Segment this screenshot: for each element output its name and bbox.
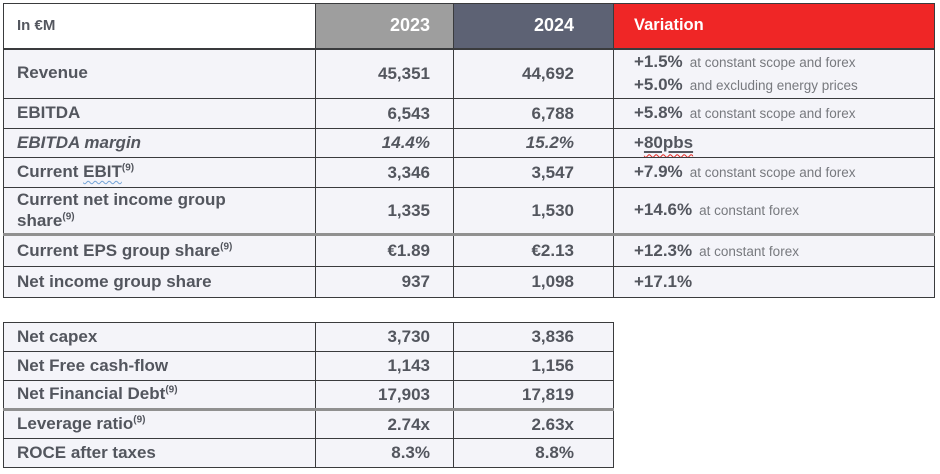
value-2023: 2.74x	[315, 408, 454, 439]
variation-cell: +80pbs	[613, 128, 935, 158]
metric-label: Net Financial Debt(9)	[3, 380, 316, 410]
table-row-net-income-group-share: Net income group share 937 1,098 +17.1%	[3, 266, 935, 299]
spellcheck-squiggle: 80pbs	[643, 132, 694, 152]
metric-label: Net income group share	[3, 266, 316, 299]
variation-cell: +12.3% at constant forex	[613, 233, 935, 268]
value-2024: €2.13	[453, 233, 614, 268]
unit-header: In €M	[3, 3, 316, 50]
variation-note: at constant scope and forex	[689, 165, 856, 180]
variation-value: +17.1%	[634, 271, 693, 291]
value-2024: 1,530	[453, 186, 614, 236]
variation-line: +14.6% at constant forex	[634, 199, 933, 222]
metric-label: ROCE after taxes	[3, 438, 316, 468]
underlined-text: 80pbs	[644, 133, 693, 152]
table-row-net-financial-debt: Net Financial Debt(9) 17,903 17,819	[3, 380, 614, 410]
footnote-ref: (9)	[165, 384, 178, 396]
value-2023: 1,335	[315, 186, 454, 236]
year-2023-header: 2023	[315, 3, 454, 50]
variation-cell: +1.5% at constant scope and forex +5.0% an…	[613, 48, 935, 99]
table-row-leverage-ratio: Leverage ratio(9) 2.74x 2.63x	[3, 408, 614, 439]
variation-value: +5.8%	[634, 103, 683, 122]
value-2024: 8.8%	[453, 438, 614, 468]
footnote-ref: (9)	[121, 162, 135, 174]
label-line1: Current net income group	[17, 190, 226, 209]
table-row-net-capex: Net capex 3,730 3,836	[3, 322, 614, 352]
variation-value: +5.0%	[634, 74, 683, 94]
variation-value: +80pbs	[634, 133, 693, 152]
variation-header: Variation	[613, 3, 935, 50]
metric-label: Leverage ratio(9)	[3, 408, 316, 439]
grammar-squiggle: EBIT	[83, 162, 122, 182]
value-2023: 14.4%	[315, 128, 454, 158]
value-2024: 6,788	[453, 98, 614, 129]
variation-note: at constant forex	[699, 243, 799, 259]
value-2023: 3,730	[315, 322, 454, 352]
variation-line: +80pbs	[634, 132, 933, 155]
variation-note: at constant forex	[699, 203, 799, 219]
table-row-current-ebit: Current EBIT(9) 3,346 3,547 +7.9% at cons…	[3, 157, 935, 188]
variation-cell: +17.1%	[613, 266, 935, 299]
variation-value: +14.6%	[634, 200, 693, 220]
variation-line: +1.5% at constant scope and forex	[634, 51, 933, 74]
footnote-ref: (9)	[62, 211, 75, 223]
value-2024: 3,547	[453, 157, 614, 188]
footnote-ref: (9)	[133, 414, 146, 426]
value-2024: 3,836	[453, 322, 614, 352]
value-2024: 1,098	[453, 266, 614, 299]
table-row-net-free-cash-flow: Net Free cash-flow 1,143 1,156	[3, 351, 614, 381]
metric-label: Revenue	[3, 48, 316, 99]
metric-label: Net capex	[3, 322, 316, 352]
value-2024: 44,692	[453, 48, 614, 99]
table-row-current-eps: Current EPS group share(9) €1.89 €2.13 +…	[3, 233, 935, 268]
metric-label: EBITDA	[3, 98, 316, 129]
variation-plus-sign: +	[634, 132, 644, 152]
metric-label: EBITDA margin	[3, 128, 316, 158]
value-2023: 3,346	[315, 157, 454, 188]
variation-value: +1.5%	[634, 51, 683, 71]
value-2023: €1.89	[315, 233, 454, 268]
value-2023: 8.3%	[315, 438, 454, 468]
table-row-roce-after-taxes: ROCE after taxes 8.3% 8.8%	[3, 438, 614, 468]
variation-line: +7.9% at constant scope and forex	[634, 161, 933, 184]
variation-note: at constant scope and forex	[689, 54, 856, 70]
variation-note: at constant scope and forex	[689, 106, 856, 121]
header-row: In €M 2023 2024 Variation	[3, 3, 935, 50]
variation-cell: +5.8% at constant scope and forex	[613, 98, 935, 129]
variation-note: and excluding energy prices	[689, 77, 858, 93]
value-2024: 2.63x	[453, 408, 614, 439]
variation-line: +5.0% and excluding energy prices	[634, 74, 933, 97]
value-2024: 15.2%	[453, 128, 614, 158]
label-line2: share	[17, 210, 63, 230]
financial-results-table: In €M 2023 2024 Variation Revenue 45,351…	[3, 3, 935, 299]
variation-line: +12.3% at constant forex	[634, 240, 933, 263]
metric-label: Current EPS group share(9)	[3, 233, 316, 268]
table-row-ebitda-margin: EBITDA margin 14.4% 15.2% +80pbs	[3, 128, 935, 158]
variation-line: +5.8% at constant scope and forex	[634, 102, 933, 125]
variation-value: +12.3%	[634, 240, 693, 260]
metric-label: Net Free cash-flow	[3, 351, 316, 381]
table-row-current-net-income: Current net income group share(9) 1,335 1…	[3, 186, 935, 236]
table-row-ebitda: EBITDA 6,543 6,788 +5.8% at constant scop…	[3, 98, 935, 129]
variation-cell: +14.6% at constant forex	[613, 186, 935, 236]
value-2023: 45,351	[315, 48, 454, 99]
variation-value: +7.9%	[634, 162, 683, 181]
metric-label: Current EBIT(9)	[3, 157, 316, 188]
year-2024-header: 2024	[453, 3, 614, 50]
value-2023: 1,143	[315, 351, 454, 381]
variation-cell: +7.9% at constant scope and forex	[613, 157, 935, 188]
label-text: Current EPS group share	[17, 241, 221, 261]
label-text: Current	[17, 162, 84, 182]
value-2023: 17,903	[315, 380, 454, 410]
metric-label: Current net income group share(9)	[3, 186, 316, 236]
table-row-revenue: Revenue 45,351 44,692 +1.5% at constant s…	[3, 48, 935, 99]
label-text: Leverage ratio	[17, 414, 134, 434]
value-2023: 6,543	[315, 98, 454, 129]
value-2023: 937	[315, 266, 454, 299]
variation-line: +17.1%	[634, 271, 933, 294]
cash-flow-debt-table: Net capex 3,730 3,836 Net Free cash-flow…	[3, 322, 614, 468]
label-text: Net Financial Debt	[17, 384, 166, 404]
footnote-ref: (9)	[220, 241, 233, 253]
value-2024: 1,156	[453, 351, 614, 381]
value-2024: 17,819	[453, 380, 614, 410]
